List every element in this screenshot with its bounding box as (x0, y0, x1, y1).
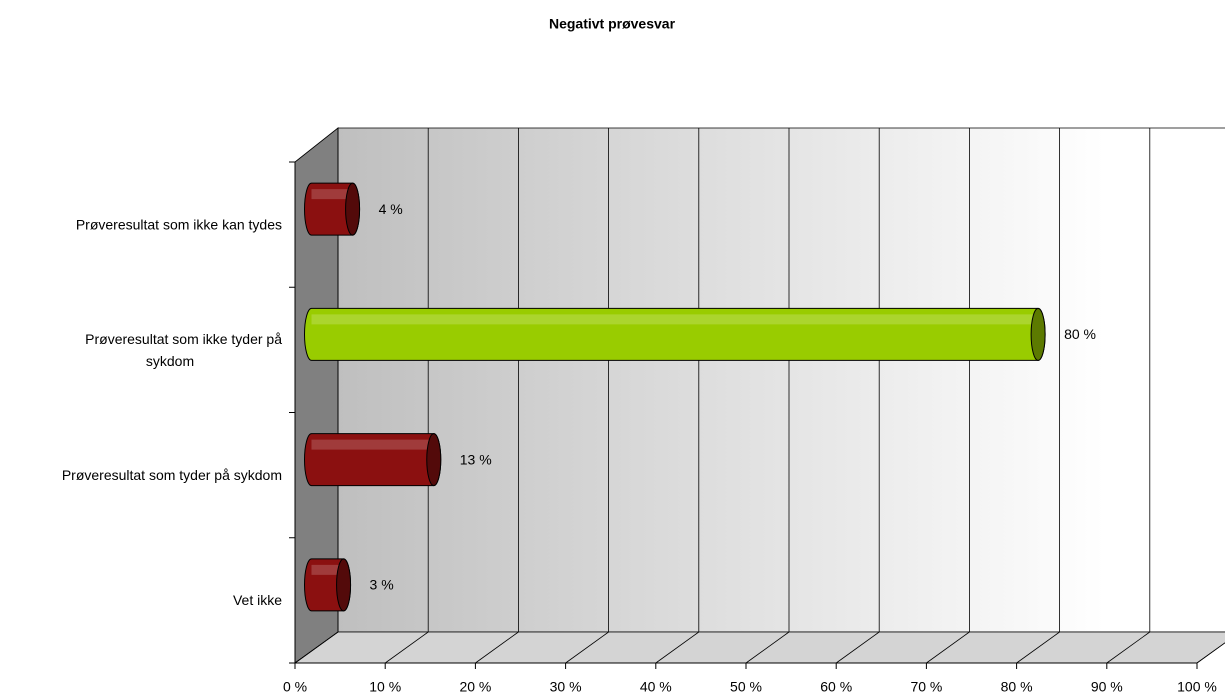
x-tick-label: 20 % (459, 679, 491, 695)
bar-cap (1030, 307, 1046, 361)
floor (293, 631, 1225, 664)
back-wall (337, 127, 1225, 633)
x-tick-label: 30 % (550, 679, 582, 695)
y-tick-label: Prøveresultat som ikke tyder på sykdom (85, 331, 282, 369)
y-tick-label: Vet ikke (233, 592, 282, 608)
value-label: 80 % (1064, 326, 1096, 342)
floor-line (1196, 642, 1225, 664)
value-label: 4 % (379, 201, 403, 217)
x-tick-label: 60 % (820, 679, 852, 695)
x-tick-label: 50 % (730, 679, 762, 695)
floor-line (1016, 631, 1060, 664)
chart-title: Negativt prøvesvar (549, 16, 676, 32)
bar-shine (311, 314, 1039, 325)
floor-line (926, 631, 970, 664)
floor-line (745, 631, 790, 664)
floor-line (1106, 631, 1151, 664)
floor-line (475, 631, 519, 664)
floor-line (565, 631, 609, 664)
x-tick-label: 40 % (640, 679, 672, 695)
bar-cap (336, 558, 352, 612)
value-label: 3 % (370, 577, 394, 593)
bar-shine (311, 439, 434, 450)
floor-line (655, 631, 700, 664)
x-tick-label: 70 % (910, 679, 942, 695)
x-tick-label: 80 % (1001, 679, 1033, 695)
bar-cap (345, 182, 361, 236)
bar-shine (311, 189, 353, 200)
floor-line (384, 631, 429, 664)
floor-line (294, 631, 339, 664)
x-tick-label: 0 % (283, 679, 307, 695)
value-label: 13 % (460, 451, 492, 467)
x-tick-label: 10 % (369, 679, 401, 695)
x-tick-label: 100 % (1177, 679, 1217, 695)
x-tick-label: 90 % (1091, 679, 1123, 695)
y-tick-label: Prøveresultat som tyder på sykdom (62, 467, 282, 483)
y-tick-label: Prøveresultat som ikke kan tydes (76, 216, 282, 232)
floor-line (835, 631, 880, 664)
bar-cap (426, 433, 442, 487)
bar-shine (311, 564, 344, 575)
